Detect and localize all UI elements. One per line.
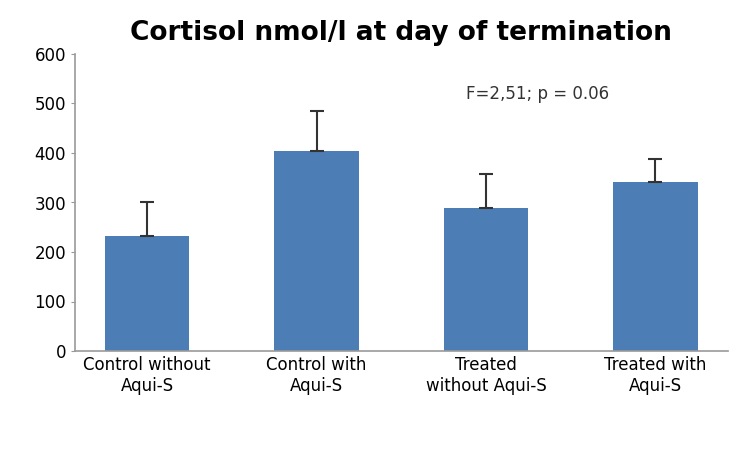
Bar [274,150,359,351]
Bar [105,236,190,351]
Bar [443,208,528,351]
Title: Cortisol nmol/l at day of termination: Cortisol nmol/l at day of termination [130,20,672,46]
Bar [613,182,698,351]
Text: F=2,51; p = 0.06: F=2,51; p = 0.06 [466,85,610,103]
